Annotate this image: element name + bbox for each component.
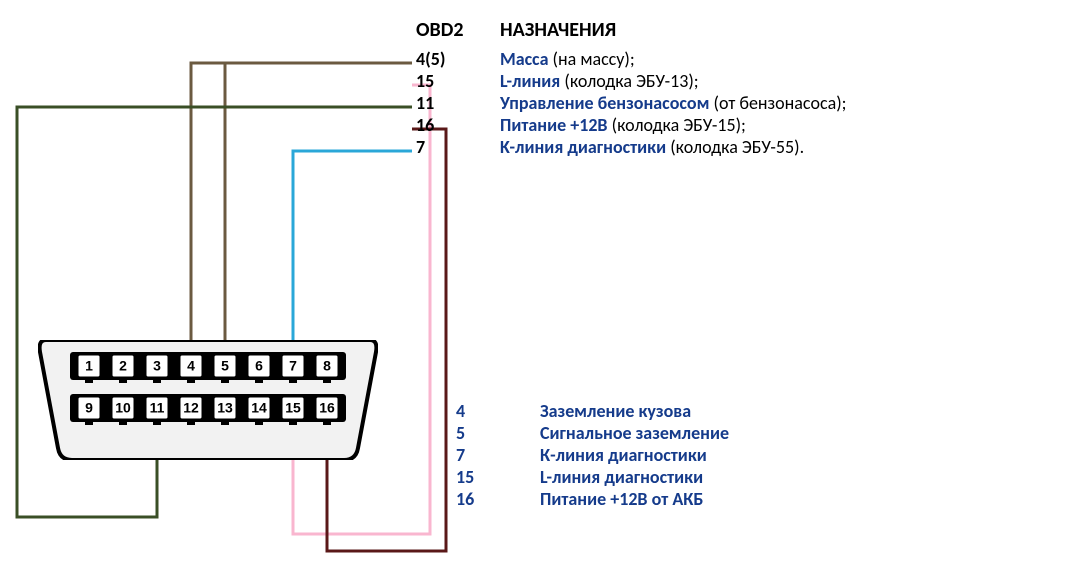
assign-name: Питание +12В	[500, 114, 612, 136]
slot-row-bottom	[70, 394, 346, 422]
assign-name: L-линия	[500, 70, 564, 92]
legend-text: L-линия диагностики	[540, 466, 703, 488]
pin-label: 15	[285, 400, 301, 416]
legend-text: Питание +12В от АКБ	[540, 488, 703, 510]
pin-label: 1	[85, 358, 93, 374]
assign-desc: (от бензонасоса);	[714, 92, 847, 114]
legend-pin: 7	[456, 444, 465, 466]
pin-tab	[119, 377, 127, 383]
legend-pin: 16	[456, 488, 474, 510]
pin-label: 5	[221, 358, 229, 374]
pin-tab	[85, 377, 93, 383]
pin-tab	[153, 377, 161, 383]
pin-label: 2	[119, 358, 127, 374]
legend-pin: 4	[456, 400, 465, 422]
legend-pin: 15	[456, 466, 474, 488]
pin-label: 10	[115, 400, 131, 416]
assign-name: Управление бензонасосом	[500, 92, 714, 114]
pin-label: 7	[289, 358, 297, 374]
pin-tab	[255, 419, 263, 425]
header-obd2: OBD2	[416, 18, 463, 42]
pin-label: 4	[187, 358, 195, 374]
assign-pin: 11	[416, 92, 434, 114]
legend-text: Сигнальное заземление	[540, 422, 729, 444]
pin-label: 16	[319, 400, 335, 416]
assign-row: Масса (на массу);	[500, 48, 635, 70]
obd2-connector: 12345678910111213141516	[38, 340, 378, 460]
pin-tab	[289, 377, 297, 383]
pin-label: 6	[255, 358, 263, 374]
assign-row: Питание +12В (колодка ЭБУ-15);	[500, 114, 746, 136]
pin-label: 13	[217, 400, 233, 416]
pin-tab	[221, 419, 229, 425]
assign-row: L-линия (колодка ЭБУ-13);	[500, 70, 699, 92]
pin-label: 3	[153, 358, 161, 374]
assign-pin: 7	[416, 136, 425, 158]
header-assignments: НАЗНАЧЕНИЯ	[500, 18, 616, 42]
assign-row: Управление бензонасосом (от бензонасоса)…	[500, 92, 847, 114]
slot-row-top	[70, 352, 346, 380]
wire-pin7-kline	[293, 151, 412, 352]
pin-tab	[255, 377, 263, 383]
pin-tab	[187, 419, 195, 425]
legend-pin: 5	[456, 422, 465, 444]
assign-desc: (колодка ЭБУ-15);	[612, 114, 746, 136]
pin-label: 9	[85, 400, 93, 416]
pin-tab	[323, 377, 331, 383]
pin-tab	[187, 377, 195, 383]
assign-pin: 4(5)	[416, 48, 445, 70]
pin-tab	[323, 419, 331, 425]
pin-label: 12	[183, 400, 199, 416]
pin-tab	[119, 419, 127, 425]
assign-desc: (на массу);	[553, 48, 635, 70]
legend-text: Заземление кузова	[540, 400, 691, 422]
pin-tab	[153, 419, 161, 425]
pin-tab	[289, 419, 297, 425]
assign-desc: (колодка ЭБУ-55).	[670, 136, 804, 158]
pin-label: 8	[323, 358, 331, 374]
assign-name: Масса	[500, 48, 553, 70]
assign-pin: 15	[416, 70, 434, 92]
assign-desc: (колодка ЭБУ-13);	[564, 70, 698, 92]
assign-pin: 16	[416, 114, 434, 136]
pin-label: 11	[150, 400, 165, 416]
assign-name: K-линия диагностики	[500, 136, 670, 158]
pin-tab	[85, 419, 93, 425]
assign-row: K-линия диагностики (колодка ЭБУ-55).	[500, 136, 804, 158]
pin-tab	[221, 377, 229, 383]
legend-text: К-линия диагностики	[540, 444, 707, 466]
pin-label: 14	[251, 400, 267, 416]
